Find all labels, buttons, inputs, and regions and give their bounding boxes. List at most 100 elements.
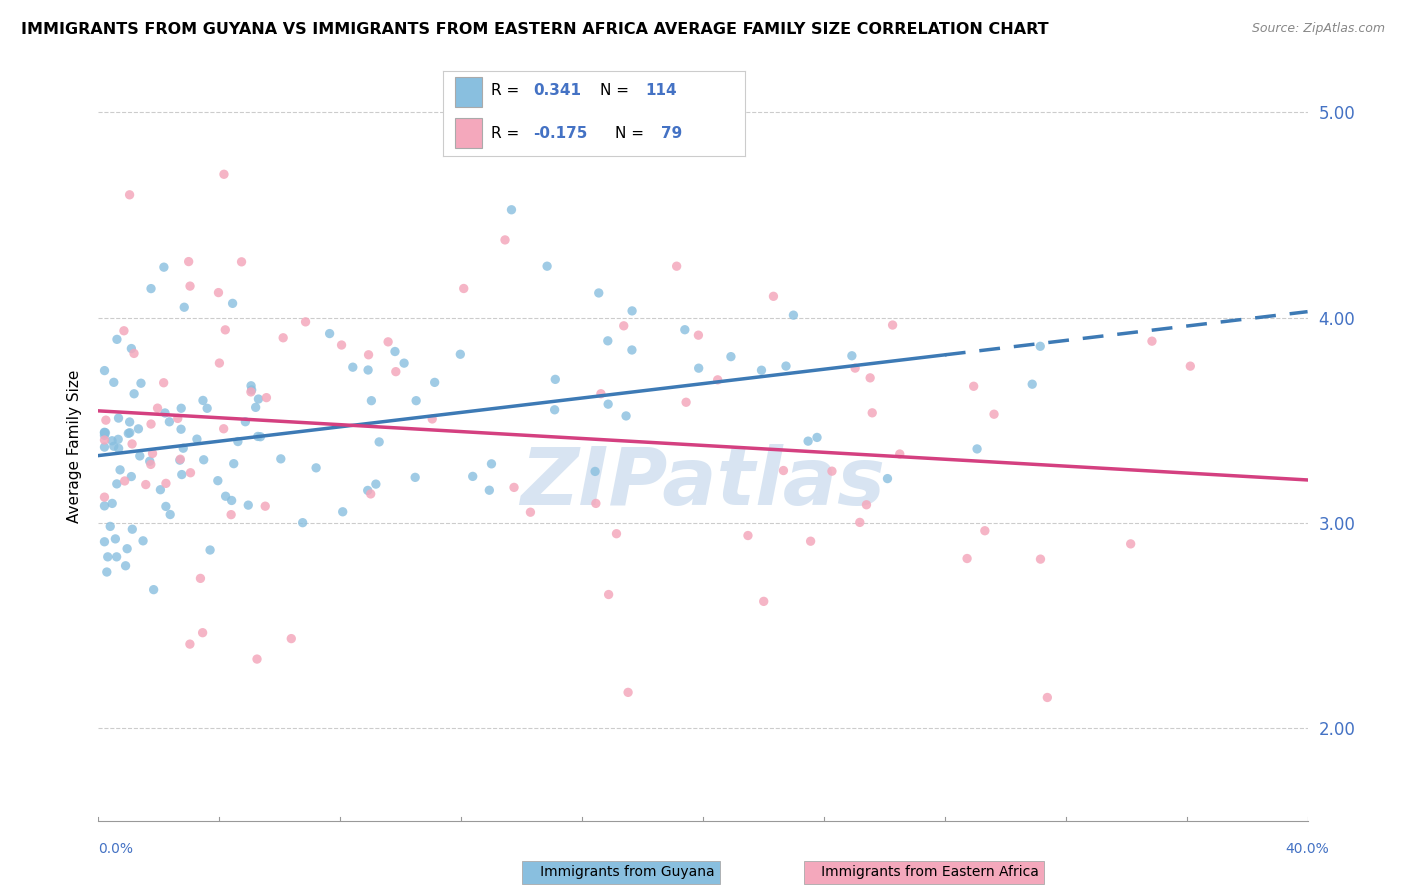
Point bbox=[1036, 690, 1059, 705]
Point bbox=[405, 393, 427, 408]
Text: R =: R = bbox=[491, 126, 524, 141]
Point bbox=[114, 558, 136, 573]
Point bbox=[478, 483, 501, 498]
Point bbox=[97, 549, 120, 564]
Point bbox=[149, 483, 172, 497]
Text: R =: R = bbox=[491, 83, 524, 98]
Point bbox=[103, 439, 125, 453]
Point bbox=[186, 432, 208, 446]
Point bbox=[806, 430, 828, 444]
Point bbox=[613, 318, 636, 333]
Point bbox=[94, 413, 117, 427]
Point bbox=[503, 480, 526, 494]
Point bbox=[179, 466, 201, 480]
Point bbox=[860, 406, 883, 420]
Point bbox=[294, 315, 316, 329]
Point bbox=[121, 522, 143, 536]
Text: 79: 79 bbox=[661, 126, 682, 141]
Point bbox=[1029, 552, 1052, 566]
Point bbox=[536, 259, 558, 273]
Point bbox=[169, 452, 191, 467]
Text: IMMIGRANTS FROM GUYANA VS IMMIGRANTS FROM EASTERN AFRICA AVERAGE FAMILY SIZE COR: IMMIGRANTS FROM GUYANA VS IMMIGRANTS FRO… bbox=[21, 22, 1049, 37]
Point bbox=[208, 356, 231, 370]
Point bbox=[94, 425, 117, 440]
Point bbox=[155, 476, 177, 491]
Point bbox=[195, 401, 218, 416]
Point bbox=[800, 534, 823, 549]
Point bbox=[956, 551, 979, 566]
Point bbox=[118, 187, 141, 202]
Point bbox=[190, 571, 212, 585]
Point bbox=[179, 637, 201, 651]
Point bbox=[139, 417, 162, 431]
Point bbox=[172, 441, 194, 455]
Point bbox=[142, 582, 165, 597]
Point bbox=[117, 426, 139, 441]
Point bbox=[966, 442, 988, 456]
Point bbox=[620, 343, 643, 357]
Point bbox=[598, 397, 620, 411]
Point bbox=[673, 323, 696, 337]
Point bbox=[169, 453, 191, 467]
Point bbox=[231, 255, 253, 269]
Point bbox=[170, 401, 193, 416]
Point bbox=[96, 565, 118, 579]
Point bbox=[254, 391, 277, 405]
Point bbox=[772, 463, 794, 477]
Point bbox=[797, 434, 820, 449]
Point bbox=[305, 460, 328, 475]
Point bbox=[1180, 359, 1202, 373]
Point bbox=[849, 516, 872, 530]
Point bbox=[214, 323, 236, 337]
Point bbox=[121, 437, 143, 451]
Point bbox=[543, 402, 565, 417]
Point bbox=[235, 415, 257, 429]
Point bbox=[114, 474, 136, 488]
Point bbox=[159, 508, 181, 522]
Point bbox=[404, 470, 426, 484]
Point bbox=[605, 526, 627, 541]
Point bbox=[246, 429, 269, 443]
Point bbox=[360, 393, 382, 408]
Point bbox=[762, 289, 785, 303]
Point bbox=[1029, 339, 1052, 353]
Text: 40.0%: 40.0% bbox=[1285, 842, 1329, 856]
Point bbox=[360, 487, 382, 501]
Point bbox=[191, 625, 214, 640]
Point bbox=[973, 524, 995, 538]
Point bbox=[193, 452, 215, 467]
Point bbox=[706, 373, 728, 387]
Point bbox=[585, 496, 607, 510]
Point bbox=[1021, 377, 1043, 392]
Point bbox=[105, 332, 128, 346]
Point bbox=[122, 386, 145, 401]
Text: N =: N = bbox=[616, 126, 650, 141]
Point bbox=[291, 516, 314, 530]
Point bbox=[240, 383, 263, 397]
Point bbox=[101, 496, 124, 510]
Point bbox=[139, 458, 162, 472]
Point bbox=[423, 376, 446, 390]
Point bbox=[141, 446, 163, 460]
Point bbox=[332, 505, 354, 519]
Point bbox=[93, 425, 115, 440]
Point bbox=[212, 422, 235, 436]
Point bbox=[93, 433, 115, 447]
Text: ZIPatlas: ZIPatlas bbox=[520, 444, 886, 523]
Point bbox=[118, 425, 141, 440]
Point bbox=[152, 376, 174, 390]
Point bbox=[93, 499, 115, 513]
Point bbox=[876, 472, 898, 486]
Point bbox=[103, 376, 125, 390]
Point bbox=[179, 279, 201, 293]
Point bbox=[501, 202, 523, 217]
Point bbox=[153, 260, 176, 275]
Point bbox=[247, 392, 270, 406]
Point bbox=[330, 338, 353, 352]
Point bbox=[752, 594, 775, 608]
Point bbox=[166, 411, 188, 425]
Point bbox=[246, 652, 269, 666]
Text: Immigrants from Eastern Africa: Immigrants from Eastern Africa bbox=[808, 865, 1039, 880]
Point bbox=[128, 449, 150, 463]
Point bbox=[384, 344, 406, 359]
